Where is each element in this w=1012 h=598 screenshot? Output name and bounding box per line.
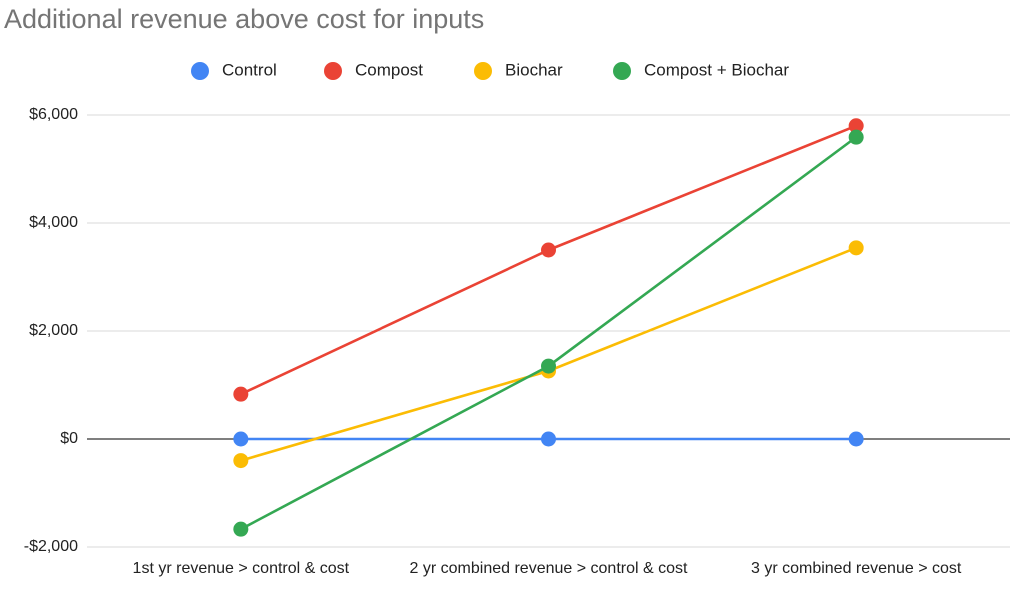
y-tick-label: $2,000 [29,322,78,339]
legend-label: Biochar [505,60,563,79]
series-line [240,136,857,531]
data-point [233,521,249,537]
series-line [240,246,857,462]
x-tick-label: 2 yr combined revenue > control & cost [410,560,688,577]
data-point [848,129,864,145]
data-point [541,431,556,447]
y-tick-label: $6,000 [29,106,78,123]
series-line [240,124,857,396]
data-point [541,242,556,258]
legend-swatch [613,62,631,80]
legend-label: Compost [355,60,423,79]
x-tick-label: 3 yr combined revenue > cost [751,560,962,577]
y-tick-label: -$2,000 [24,538,78,555]
y-tick-label: $4,000 [29,214,78,231]
data-point [848,431,864,447]
legend-swatch [474,62,492,80]
legend-label: Compost + Biochar [644,60,789,79]
legend-swatch [324,62,342,80]
data-point [233,453,249,469]
chart-title: Additional revenue above cost for inputs [4,4,484,34]
y-tick-label: $0 [60,430,78,447]
legend-swatch [191,62,209,80]
x-tick-label: 1st yr revenue > control & cost [133,560,350,577]
legend-label: Control [222,60,277,79]
data-point [848,118,864,134]
data-point [233,431,249,447]
data-point [541,358,556,374]
data-point [233,386,249,402]
data-point [848,240,864,256]
